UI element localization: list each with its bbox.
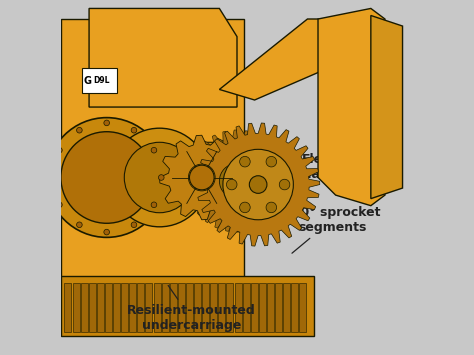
Circle shape (131, 222, 137, 228)
Circle shape (131, 127, 137, 133)
Circle shape (279, 179, 290, 190)
Bar (283, 283, 290, 333)
Bar (235, 283, 242, 333)
Circle shape (249, 176, 267, 193)
Circle shape (124, 142, 195, 213)
Circle shape (49, 175, 55, 180)
Bar (202, 283, 209, 333)
Polygon shape (61, 142, 272, 149)
Circle shape (47, 118, 166, 237)
Polygon shape (371, 16, 402, 199)
Circle shape (56, 202, 62, 208)
Circle shape (77, 222, 82, 228)
Bar (170, 283, 177, 333)
Bar (82, 68, 117, 93)
Polygon shape (89, 9, 237, 107)
Bar (178, 283, 185, 333)
Circle shape (104, 120, 109, 126)
Bar (113, 283, 120, 333)
Bar (186, 283, 193, 333)
Circle shape (227, 179, 237, 190)
Polygon shape (61, 19, 244, 290)
Circle shape (237, 164, 279, 205)
Bar (154, 283, 161, 333)
Bar (64, 283, 72, 333)
Bar (73, 283, 80, 333)
Circle shape (190, 165, 214, 190)
Bar (81, 283, 88, 333)
Bar (291, 283, 298, 333)
Bar (137, 283, 145, 333)
Polygon shape (219, 19, 360, 100)
Polygon shape (186, 130, 288, 232)
Circle shape (110, 128, 209, 227)
Polygon shape (160, 135, 244, 220)
Circle shape (220, 164, 254, 198)
Bar (227, 283, 234, 333)
Bar (105, 283, 112, 333)
Text: Elevated
final drives: Elevated final drives (282, 153, 372, 204)
Circle shape (240, 202, 250, 213)
Bar (146, 283, 153, 333)
Text: 120° sprocket
segments: 120° sprocket segments (283, 206, 381, 253)
Circle shape (151, 147, 157, 153)
Bar (275, 283, 282, 333)
Bar (267, 283, 274, 333)
Bar (97, 283, 104, 333)
Circle shape (104, 229, 109, 235)
Polygon shape (318, 9, 385, 206)
Circle shape (188, 164, 215, 191)
Text: D9L: D9L (93, 76, 109, 85)
Circle shape (56, 147, 62, 153)
Bar (219, 283, 225, 333)
Text: G: G (83, 76, 91, 86)
Bar (210, 283, 217, 333)
Bar (251, 283, 258, 333)
Circle shape (219, 163, 255, 199)
Polygon shape (197, 123, 320, 246)
Circle shape (158, 175, 164, 180)
Circle shape (223, 149, 293, 220)
Bar (194, 283, 201, 333)
Bar (259, 283, 266, 333)
Circle shape (151, 202, 157, 208)
Circle shape (61, 132, 153, 223)
Bar (129, 283, 136, 333)
Circle shape (266, 157, 277, 167)
Bar (121, 283, 128, 333)
Circle shape (77, 127, 82, 133)
Bar (300, 283, 306, 333)
Polygon shape (61, 276, 314, 336)
Text: Resilient-mounted
undercarriage: Resilient-mounted undercarriage (127, 285, 255, 332)
Circle shape (266, 202, 277, 213)
Circle shape (240, 157, 250, 167)
Bar (162, 283, 169, 333)
Bar (243, 283, 250, 333)
Bar (89, 283, 96, 333)
